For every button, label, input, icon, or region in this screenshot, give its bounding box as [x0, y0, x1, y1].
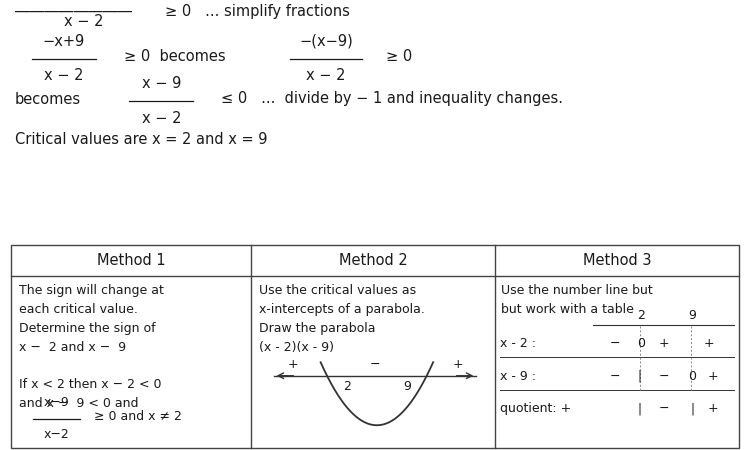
Text: (x - 2)(x - 9): (x - 2)(x - 9): [259, 341, 334, 354]
Text: 0: 0: [638, 338, 645, 350]
Text: +: +: [707, 402, 718, 415]
Text: x - 9 :: x - 9 :: [500, 370, 536, 382]
Text: Use the critical values as: Use the critical values as: [259, 284, 416, 297]
Text: ≥ 0   ... simplify fractions: ≥ 0 ... simplify fractions: [165, 4, 350, 19]
Text: x−9: x−9: [44, 396, 69, 409]
Text: x - 2 :: x - 2 :: [500, 338, 536, 350]
Text: +: +: [287, 358, 298, 371]
Text: x − 2: x − 2: [142, 111, 181, 126]
Text: x-intercepts of a parabola.: x-intercepts of a parabola.: [259, 303, 424, 316]
Text: −: −: [658, 370, 669, 382]
Text: +: +: [452, 358, 463, 371]
Text: Determine the sign of: Determine the sign of: [19, 322, 155, 335]
Text: The sign will change at: The sign will change at: [19, 284, 164, 297]
Text: ≤ 0   ...  divide by − 1 and inequality changes.: ≤ 0 ... divide by − 1 and inequality cha…: [221, 91, 563, 107]
Text: −: −: [610, 370, 620, 382]
Text: ≥ 0 and x ≠ 2: ≥ 0 and x ≠ 2: [94, 410, 182, 423]
Text: 2: 2: [343, 381, 351, 393]
Text: quotient: +: quotient: +: [500, 402, 572, 415]
Text: but work with a table: but work with a table: [501, 303, 634, 316]
Text: 9: 9: [688, 309, 696, 322]
Text: x − 9: x − 9: [142, 76, 181, 91]
Text: |: |: [690, 402, 694, 415]
Text: x −  2 and x −  9: x − 2 and x − 9: [19, 341, 126, 354]
Text: +: +: [658, 338, 669, 350]
Text: ――――――――: ――――――――: [15, 4, 132, 19]
Text: Method 3: Method 3: [583, 253, 651, 268]
Text: x − 2: x − 2: [307, 68, 346, 83]
Text: Critical values are x = 2 and x = 9: Critical values are x = 2 and x = 9: [15, 132, 268, 147]
Text: Draw the parabola: Draw the parabola: [259, 322, 375, 335]
Text: −: −: [658, 402, 669, 415]
Text: If x < 2 then x − 2 < 0: If x < 2 then x − 2 < 0: [19, 378, 161, 392]
Text: Use the number line but: Use the number line but: [501, 284, 652, 297]
Text: 0: 0: [688, 370, 696, 382]
Text: x − 2: x − 2: [64, 14, 104, 29]
Text: 2: 2: [638, 309, 645, 322]
Text: |: |: [638, 370, 642, 382]
Text: −: −: [610, 338, 620, 350]
Text: |: |: [638, 402, 642, 415]
Text: −(x−9): −(x−9): [299, 34, 353, 49]
Text: 9: 9: [403, 381, 411, 393]
Text: +: +: [707, 370, 718, 382]
Text: −x+9: −x+9: [43, 34, 85, 49]
Text: each critical value.: each critical value.: [19, 303, 138, 316]
Text: ≥ 0  becomes: ≥ 0 becomes: [124, 49, 225, 64]
Text: +: +: [704, 338, 714, 350]
Bar: [11, 245, 739, 448]
Text: becomes: becomes: [15, 91, 81, 107]
Text: x − 2: x − 2: [44, 68, 83, 83]
Text: and x −  9 < 0 and: and x − 9 < 0 and: [19, 397, 138, 410]
Text: x−2: x−2: [44, 428, 69, 441]
Text: −: −: [370, 358, 380, 371]
Text: Method 2: Method 2: [339, 253, 407, 268]
Text: ≥ 0: ≥ 0: [386, 49, 412, 64]
Text: Method 1: Method 1: [97, 253, 166, 268]
